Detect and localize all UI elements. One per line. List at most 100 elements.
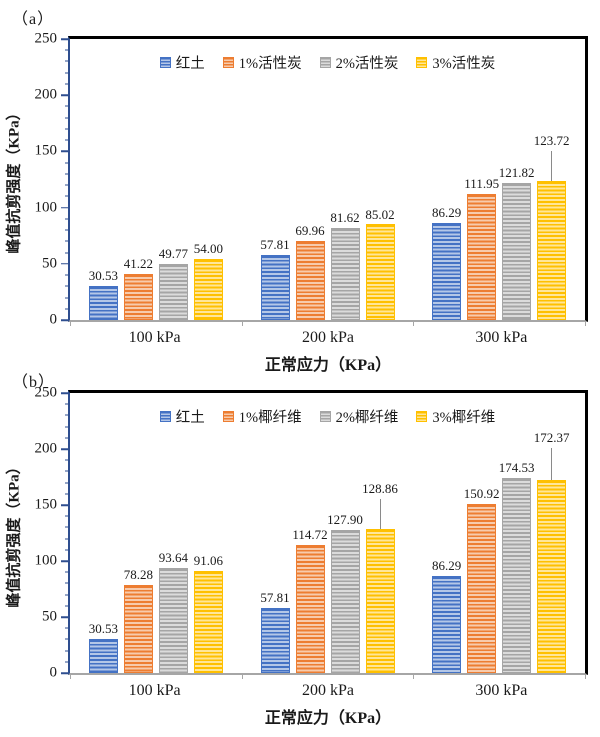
category-label: 200 kPa bbox=[301, 682, 354, 699]
bar bbox=[88, 285, 118, 320]
y-minor-tick bbox=[65, 426, 69, 428]
plot-area: 红土 1%活性炭 2%活性炭 3%活性炭 30.53 41.22 49.77 54.00 57… bbox=[61, 36, 588, 326]
bar bbox=[365, 224, 395, 320]
bar-value-label: 93.64 bbox=[158, 550, 188, 566]
bar bbox=[537, 180, 567, 320]
y-major-tick bbox=[61, 448, 69, 450]
x-boundary-tick bbox=[241, 322, 243, 326]
category-labels: 100 kPa 200 kPa 300 kPa bbox=[68, 682, 588, 700]
x-axis-title: 正常应力（KPa） bbox=[264, 710, 392, 727]
bar-value-label: 54.00 bbox=[193, 241, 223, 257]
x-boundary-tick bbox=[413, 322, 415, 326]
bar-value-label: 49.77 bbox=[158, 246, 188, 262]
y-minor-tick bbox=[65, 605, 69, 607]
bar bbox=[432, 576, 462, 673]
legend-item: 2%椰纤维 bbox=[319, 406, 399, 427]
y-minor-tick bbox=[65, 661, 69, 663]
legend-label: 3%活性炭 bbox=[432, 56, 496, 72]
bar-group: 30.53 78.28 93.64 91.06 bbox=[70, 393, 242, 673]
bar-cell: 114.72 bbox=[292, 393, 328, 673]
bar-value-label: 128.86 bbox=[362, 480, 398, 496]
y-major-tick bbox=[61, 319, 69, 321]
y-minor-tick bbox=[65, 650, 69, 652]
y-minor-tick bbox=[65, 437, 69, 439]
y-minor-tick bbox=[65, 229, 69, 231]
y-major-tick bbox=[61, 38, 69, 40]
bar-cell: 172.37 bbox=[534, 393, 570, 673]
y-minor-tick bbox=[65, 105, 69, 107]
bar-value-label: 30.53 bbox=[88, 620, 118, 636]
y-minor-tick bbox=[65, 515, 69, 517]
y-minor-tick bbox=[65, 627, 69, 629]
legend-item: 红土 bbox=[159, 52, 205, 73]
bar bbox=[88, 638, 118, 673]
category-label: 100 kPa bbox=[128, 682, 181, 699]
bar-value-label: 57.81 bbox=[260, 237, 290, 253]
bar-value-label: 174.53 bbox=[498, 459, 535, 475]
legend-label: 2%椰纤维 bbox=[335, 410, 399, 426]
bar bbox=[330, 228, 360, 320]
bar-cell: 127.90 bbox=[327, 393, 363, 673]
y-minor-tick bbox=[65, 162, 69, 164]
category-labels: 100 kPa 200 kPa 300 kPa bbox=[68, 329, 588, 347]
y-axis-ticks bbox=[61, 392, 585, 674]
y-minor-tick bbox=[65, 117, 69, 119]
bar bbox=[158, 568, 188, 673]
y-minor-tick bbox=[65, 285, 69, 287]
y-tick-label: 50 bbox=[42, 255, 57, 272]
bar-value-label: 85.02 bbox=[365, 206, 395, 222]
y-major-tick bbox=[61, 560, 69, 562]
bar-cell: 54.00 bbox=[194, 39, 223, 320]
legend-swatch bbox=[222, 57, 234, 68]
bar-cell: 91.06 bbox=[194, 393, 223, 673]
bar bbox=[193, 571, 223, 673]
y-minor-tick bbox=[65, 549, 69, 551]
y-tick-label: 150 bbox=[34, 142, 58, 159]
y-minor-tick bbox=[65, 128, 69, 130]
chart-a: （a） 峰值抗剪强度（KPa） 0 50 100 150 200 250 红土 1%活性炭 2… bbox=[7, 11, 588, 374]
bar-cell: 86.29 bbox=[432, 393, 461, 673]
bar-value-label: 127.90 bbox=[327, 511, 363, 527]
bar-value-label: 150.92 bbox=[463, 486, 500, 502]
bar-group: 86.29 111.95 121.82 123.72 bbox=[413, 39, 585, 320]
bar-group: 57.81 69.96 81.62 85.02 bbox=[242, 39, 414, 320]
y-minor-tick bbox=[65, 297, 69, 299]
bars-region: 30.53 41.22 49.77 54.00 57.81 69.96 81.62 85.02… bbox=[70, 39, 585, 320]
x-axis-title: 正常应力（KPa） bbox=[264, 357, 392, 374]
x-boundary-tick bbox=[413, 675, 415, 679]
bar bbox=[123, 273, 153, 320]
y-major-tick bbox=[61, 504, 69, 506]
y-minor-tick bbox=[65, 470, 69, 472]
bar-cell: 57.81 bbox=[260, 393, 290, 673]
y-axis-tick-labels: 0 50 100 150 200 250 bbox=[20, 385, 62, 681]
y-axis-ticks bbox=[61, 38, 585, 321]
bar-cell: 121.82 bbox=[499, 39, 535, 320]
bar-cell: 174.53 bbox=[499, 393, 535, 673]
bar-value-label: 57.81 bbox=[260, 590, 290, 606]
bar bbox=[467, 194, 497, 320]
bar bbox=[193, 259, 223, 320]
bar-cell: 86.29 bbox=[432, 39, 461, 320]
bar-cell: 81.62 bbox=[330, 39, 360, 320]
y-minor-tick bbox=[65, 526, 69, 528]
x-boundary-tick bbox=[585, 675, 586, 679]
y-tick-label: 250 bbox=[34, 30, 58, 47]
bar-cell: 30.53 bbox=[89, 393, 118, 673]
bar bbox=[502, 477, 532, 673]
bar-value-label: 123.72 bbox=[533, 133, 570, 149]
bar-value-label: 86.29 bbox=[432, 205, 462, 221]
bar bbox=[365, 528, 395, 673]
category-label: 100 kPa bbox=[128, 329, 181, 346]
y-minor-tick bbox=[65, 594, 69, 596]
y-minor-tick bbox=[65, 582, 69, 584]
legend-label: 3%椰纤维 bbox=[432, 410, 496, 426]
x-boundary-tick bbox=[70, 322, 71, 326]
y-tick-label: 0 bbox=[49, 664, 58, 681]
legend-item: 3%活性炭 bbox=[416, 52, 495, 73]
bar-value-label: 41.22 bbox=[123, 255, 153, 271]
bar-value-label: 78.28 bbox=[123, 567, 153, 583]
y-minor-tick bbox=[65, 274, 69, 276]
bar-cell: 128.86 bbox=[362, 393, 398, 673]
y-minor-tick bbox=[65, 83, 69, 85]
